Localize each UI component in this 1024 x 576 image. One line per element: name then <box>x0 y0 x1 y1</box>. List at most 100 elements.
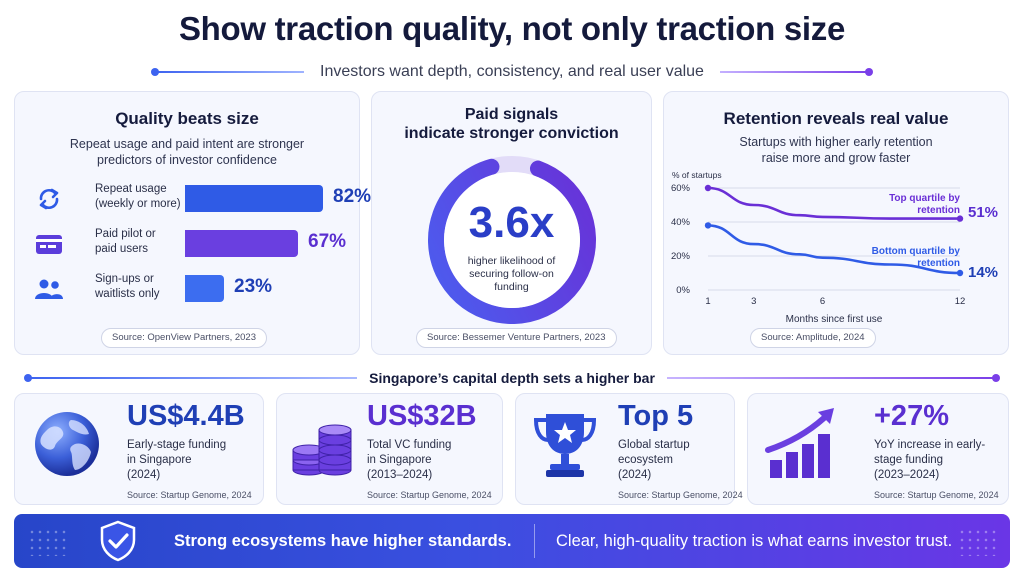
page-title: Show traction quality, not only traction… <box>178 10 846 47</box>
paid-ring-text-1: higher likelihood of <box>467 255 556 267</box>
series-top-start-point <box>704 184 712 192</box>
kpi-desc-early-stage-1: Early-stage funding <box>127 439 227 451</box>
kpi-source-early-stage: Source: Startup Genome, 2024 <box>127 490 252 500</box>
subtitle-rule-right <box>719 68 873 76</box>
shield-check-icon <box>100 520 136 562</box>
retention-card-title: Retention reveals real value <box>723 109 949 128</box>
series-top-line <box>707 186 960 220</box>
series-top-name-2: retention <box>917 205 960 216</box>
kpi-value-growth: +27% <box>874 400 949 432</box>
quality-row-signups: Sign-ups or waitlists only 23% <box>33 270 353 306</box>
paid-ring-text-3: funding <box>494 281 529 293</box>
banner-divider <box>534 524 535 558</box>
growth-chart-icon <box>765 408 834 478</box>
kpi-desc-top5-1: Global startup <box>618 439 690 451</box>
trophy-icon <box>533 414 597 477</box>
banner-dots-right <box>958 528 998 556</box>
kpi-desc-growth-2: stage funding <box>874 454 944 466</box>
quality-row-label-1b: (weekly or more) <box>95 198 181 210</box>
kpi-source-top5: Source: Startup Genome, 2024 <box>618 490 743 500</box>
kpi-value-early-stage: US$4.4B <box>127 400 245 432</box>
kpi-desc-total-vc-1: Total VC funding <box>367 439 452 451</box>
users-icon <box>35 279 63 299</box>
kpi-card-total-vc: US$32B Total VC funding in Singapore (20… <box>276 393 503 505</box>
series-bottom-end-label: 14% <box>968 264 998 281</box>
series-bottom-line <box>707 224 961 275</box>
kpi-value-total-vc: US$32B <box>367 400 477 432</box>
chart-y-tick-label: 20% <box>671 251 691 262</box>
payment-card-icon <box>36 235 62 254</box>
quality-row-paid: Paid pilot or paid users 67% <box>33 225 353 261</box>
chart-x-axis-label: Months since first use <box>786 314 883 325</box>
section-rule-left <box>24 374 358 382</box>
kpi-source-total-vc: Source: Startup Genome, 2024 <box>367 490 492 500</box>
section-title: Singapore’s capital depth sets a higher … <box>369 370 655 386</box>
section-heading-row: Singapore’s capital depth sets a higher … <box>0 368 1024 388</box>
chart-y-tick-label: 40% <box>671 217 691 228</box>
series-top-name-1: Top quartile by <box>889 193 960 204</box>
quality-row-repeat: Repeat usage (weekly or more) 82% <box>33 180 371 216</box>
quality-pct-paid: 67% <box>308 231 347 252</box>
series-bottom-name-2: retention <box>917 258 960 269</box>
banner-dots-left <box>28 528 68 556</box>
quality-card: Quality beats size Repeat usage and paid… <box>14 91 371 355</box>
quality-card-source: Source: OpenView Partners, 2023 <box>101 328 267 348</box>
chart-y-tick-label: 0% <box>676 285 690 296</box>
retention-chart: % of startups 60% 40% 20% 0% 1 3 6 12 Months si… <box>671 170 998 325</box>
paid-card-source: Source: Bessemer Venture Partners, 2023 <box>416 328 617 348</box>
kpi-desc-early-stage-3: (2024) <box>127 469 161 481</box>
coin-stack-icon <box>292 424 352 476</box>
subtitle-rule-left <box>151 68 305 76</box>
banner-left-text: Strong ecosystems have higher standards. <box>174 532 512 550</box>
quality-row-label-3b: waitlists only <box>95 288 160 300</box>
quality-row-label-3: Sign-ups or <box>95 273 154 285</box>
retention-card-desc-2: raise more and grow faster <box>761 151 911 165</box>
kpi-card-growth: +27% YoY increase in early- stage fundin… <box>747 393 1009 505</box>
kpi-card-early-stage: US$4.4B Early-stage funding in Singapore… <box>14 393 264 505</box>
quality-row-label-2b: paid users <box>95 243 149 255</box>
paid-ring-text-2: securing follow-on <box>469 268 554 280</box>
retention-card-desc-1: Startups with higher early retention <box>739 135 933 149</box>
retention-card: Retention reveals real value Startups wi… <box>663 91 1009 355</box>
kpi-source-growth: Source: Startup Genome, 2024 <box>874 490 999 500</box>
chart-x-tick-label: 1 <box>705 296 710 307</box>
globe-icon <box>35 412 99 476</box>
series-bottom-start-point <box>704 222 712 229</box>
paid-card-title-2: indicate stronger conviction <box>404 125 619 142</box>
quality-bar-signups <box>185 275 224 302</box>
kpi-card-top5: Top 5 Global startup ecosystem (2024) So… <box>515 393 743 505</box>
refresh-icon <box>39 188 59 210</box>
paid-big-value: 3.6x <box>468 198 555 247</box>
bottom-banner: Strong ecosystems have higher standards.… <box>14 514 1010 568</box>
kpi-desc-top5-2: ecosystem <box>618 454 673 466</box>
chart-x-tick-label: 3 <box>751 296 756 307</box>
kpi-desc-early-stage-2: in Singapore <box>127 454 192 466</box>
series-bottom-end-point <box>956 269 964 277</box>
banner-right-text: Clear, high-quality traction is what ear… <box>556 532 953 550</box>
kpi-desc-total-vc-3: (2013–2024) <box>367 469 433 481</box>
series-bottom-name-1: Bottom quartile by <box>872 246 961 257</box>
quality-pct-repeat: 82% <box>333 186 372 207</box>
chart-x-tick-label: 6 <box>820 296 825 307</box>
retention-card-source: Source: Amplitude, 2024 <box>750 328 876 348</box>
kpi-value-top5: Top 5 <box>618 400 694 432</box>
page-subtitle: Investors want depth, consistency, and r… <box>320 63 704 80</box>
kpi-desc-top5-3: (2024) <box>618 469 652 481</box>
quality-card-desc-1: Repeat usage and paid intent are stronge… <box>69 137 305 151</box>
series-top-end-point <box>956 215 964 222</box>
quality-row-label-2: Paid pilot or <box>95 228 156 240</box>
kpi-desc-total-vc-2: in Singapore <box>367 454 432 466</box>
conviction-ring <box>428 156 596 324</box>
paid-card: Paid signals indicate stronger convictio… <box>371 91 652 355</box>
quality-bar-repeat <box>185 185 323 212</box>
quality-card-title: Quality beats size <box>115 109 259 128</box>
chart-y-axis-label: % of startups <box>672 170 722 180</box>
quality-row-label-1: Repeat usage <box>95 183 167 195</box>
quality-pct-signups: 23% <box>234 276 273 297</box>
chart-y-tick-label: 60% <box>671 183 691 194</box>
paid-card-title-1: Paid signals <box>464 106 559 123</box>
section-rule-right <box>666 374 1000 382</box>
subtitle-row: Investors want depth, consistency, and r… <box>0 60 1024 84</box>
kpi-desc-growth-1: YoY increase in early- <box>874 439 986 451</box>
chart-x-tick-label: 12 <box>955 296 966 307</box>
